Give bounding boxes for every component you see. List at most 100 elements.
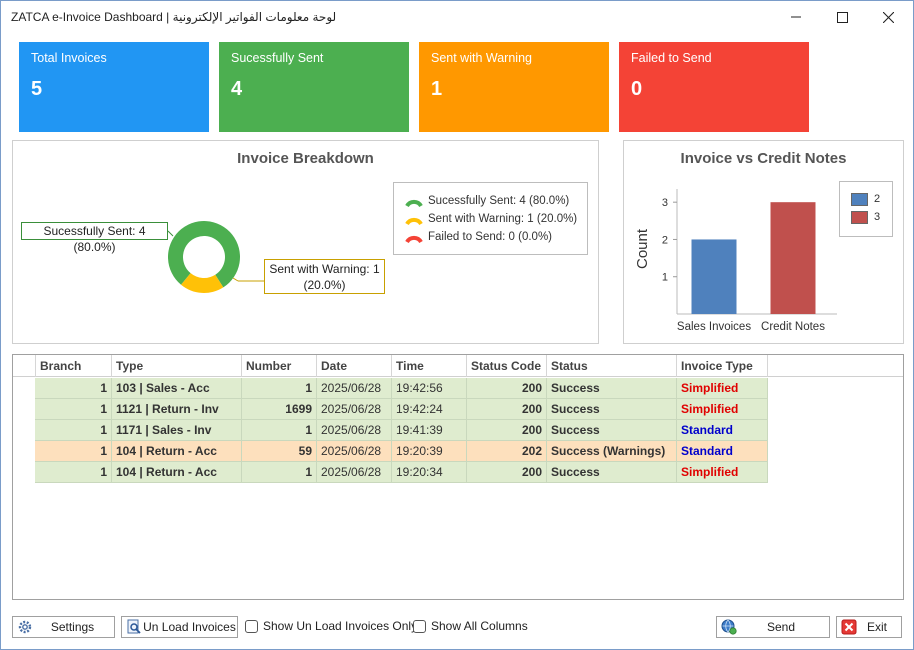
cell-date[interactable]: 2025/06/28	[317, 399, 392, 420]
cell-status[interactable]: Success	[547, 378, 677, 399]
cell-type[interactable]: 1121 | Return - Inv	[112, 399, 242, 420]
settings-label: Settings	[50, 620, 95, 634]
callout-leaders	[167, 230, 265, 282]
y-axis-label: Count	[634, 228, 651, 269]
table-row[interactable]: 1 104 | Return - Acc 1 2025/06/28 19:20:34 20…	[35, 462, 768, 483]
card-value: 1	[431, 78, 443, 100]
send-button[interactable]: Send	[716, 616, 830, 638]
cell-time[interactable]: 19:42:56	[392, 378, 467, 399]
col-status-code[interactable]: Status Code	[467, 355, 547, 377]
cell-branch[interactable]: 1	[35, 378, 112, 399]
unload-invoices-button[interactable]: Un Load Invoices	[121, 616, 238, 638]
bar-legend: 2 3	[839, 181, 893, 237]
cell-status[interactable]: Success	[547, 399, 677, 420]
checkbox-label: Show All Columns	[431, 619, 528, 633]
cell-status-code[interactable]: 200	[467, 378, 547, 399]
show-all-columns-checkbox[interactable]: Show All Columns	[413, 619, 528, 633]
bar-legend-item-1: 2	[851, 191, 880, 207]
col-number[interactable]: Number	[242, 355, 317, 377]
settings-button[interactable]: Settings	[12, 616, 115, 638]
legend-item-success: Sucessfully Sent: 4 (80.0%)	[404, 192, 569, 210]
col-time[interactable]: Time	[392, 355, 467, 377]
cell-date[interactable]: 2025/06/28	[317, 462, 392, 483]
cell-invoice-type[interactable]: Standard	[677, 441, 768, 462]
cell-time[interactable]: 19:20:39	[392, 441, 467, 462]
table-row[interactable]: 1 104 | Return - Acc 59 2025/06/28 19:20:39 2…	[35, 441, 768, 462]
cell-invoice-type[interactable]: Simplified	[677, 378, 768, 399]
table-row[interactable]: 1 1171 | Sales - Inv 1 2025/06/28 19:41:39 20…	[35, 420, 768, 441]
maximize-icon	[836, 11, 848, 23]
cell-invoice-type[interactable]: Simplified	[677, 462, 768, 483]
cell-time[interactable]: 19:41:39	[392, 420, 467, 441]
row-indicator-header	[13, 355, 36, 377]
cell-type[interactable]: 1171 | Sales - Inv	[112, 420, 242, 441]
cell-status[interactable]: Success (Warnings)	[547, 441, 677, 462]
card-failed-to-send: Failed to Send 0	[619, 42, 809, 132]
cell-branch[interactable]: 1	[35, 399, 112, 420]
success-callout: Sucessfully Sent: 4 (80.0%)	[21, 222, 168, 254]
legend-swatch	[851, 210, 868, 224]
checkbox-box[interactable]	[413, 619, 426, 633]
col-branch[interactable]: Branch	[36, 355, 112, 377]
cell-number[interactable]: 1699	[242, 399, 317, 420]
exit-label: Exit	[866, 620, 887, 634]
unload-invoices-label: Un Load Invoices	[143, 620, 236, 634]
cell-invoice-type[interactable]: Standard	[677, 420, 768, 441]
bar-credit-notes	[770, 202, 816, 314]
exit-button[interactable]: Exit	[836, 616, 902, 638]
cell-branch[interactable]: 1	[35, 441, 112, 462]
checkbox-box[interactable]	[245, 619, 258, 633]
close-icon	[882, 11, 894, 23]
cell-type[interactable]: 104 | Return - Acc	[112, 462, 242, 483]
cell-date[interactable]: 2025/06/28	[317, 378, 392, 399]
cell-branch[interactable]: 1	[35, 462, 112, 483]
legend-label: Failed to Send: 0 (0.0%)	[428, 231, 553, 243]
col-invoice-type[interactable]: Invoice Type	[677, 355, 768, 377]
cell-time[interactable]: 19:20:34	[392, 462, 467, 483]
cell-status[interactable]: Success	[547, 462, 677, 483]
card-value: 5	[31, 78, 43, 100]
invoices-grid[interactable]: Branch Type Number Date Time Status Code…	[12, 354, 904, 600]
search-document-icon	[127, 619, 141, 634]
cell-status-code[interactable]: 200	[467, 462, 547, 483]
card-sent-with-warning: Sent with Warning 1	[419, 42, 609, 132]
cell-invoice-type[interactable]: Simplified	[677, 399, 768, 420]
cell-status-code[interactable]: 200	[467, 399, 547, 420]
cell-number[interactable]: 1	[242, 420, 317, 441]
cell-status[interactable]: Success	[547, 420, 677, 441]
breakdown-title: Invoice Breakdown	[237, 150, 374, 167]
cell-time[interactable]: 19:42:24	[392, 399, 467, 420]
table-row[interactable]: 1 1121 | Return - Inv 1699 2025/06/28 19:42:…	[35, 399, 768, 420]
cell-number[interactable]: 1	[242, 378, 317, 399]
maximize-button[interactable]	[819, 1, 865, 33]
cell-number[interactable]: 59	[242, 441, 317, 462]
cell-number[interactable]: 1	[242, 462, 317, 483]
col-date[interactable]: Date	[317, 355, 392, 377]
cell-branch[interactable]: 1	[35, 420, 112, 441]
card-successfully-sent: Sucessfully Sent 4	[219, 42, 409, 132]
minimize-button[interactable]	[773, 1, 819, 33]
y-tick-label: 3	[662, 197, 668, 209]
close-button[interactable]	[865, 1, 911, 33]
col-status[interactable]: Status	[547, 355, 677, 377]
cell-status-code[interactable]: 200	[467, 420, 547, 441]
x-tick-label: Sales Invoices	[677, 321, 751, 333]
card-total-invoices: Total Invoices 5	[19, 42, 209, 132]
table-row[interactable]: 1 103 | Sales - Acc 1 2025/06/28 19:42:56 200…	[35, 378, 768, 399]
cell-date[interactable]: 2025/06/28	[317, 441, 392, 462]
comparison-title: Invoice vs Credit Notes	[680, 150, 847, 167]
show-unload-only-checkbox[interactable]: Show Un Load Invoices Only	[245, 619, 417, 633]
grid-header: Branch Type Number Date Time Status Code…	[13, 355, 903, 377]
card-value: 0	[631, 78, 643, 100]
exit-icon	[841, 619, 857, 635]
col-type[interactable]: Type	[112, 355, 242, 377]
window-title: ZATCA e-Invoice Dashboard | لوحة معلومات…	[11, 10, 337, 24]
cell-date[interactable]: 2025/06/28	[317, 420, 392, 441]
card-label: Total Invoices	[31, 51, 107, 65]
cell-type[interactable]: 104 | Return - Acc	[112, 441, 242, 462]
cell-type[interactable]: 103 | Sales - Acc	[112, 378, 242, 399]
cell-status-code[interactable]: 202	[467, 441, 547, 462]
checkbox-label: Show Un Load Invoices Only	[263, 619, 418, 633]
gear-icon	[18, 620, 32, 634]
